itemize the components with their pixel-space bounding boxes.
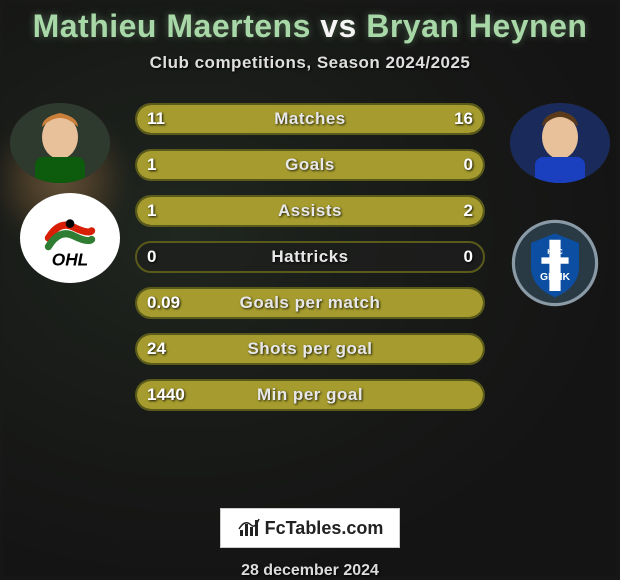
stat-row: Goals1 0 (135, 149, 485, 181)
stat-label: Shots per goal (137, 335, 483, 363)
stat-value-right: 0 (464, 243, 473, 271)
page-title: Mathieu Maertens vs Bryan Heynen (33, 8, 588, 45)
stat-label: Assists (137, 197, 483, 225)
stat-value-left: 0 (147, 243, 156, 271)
stat-label: Goals per match (137, 289, 483, 317)
svg-text:OHL: OHL (52, 249, 88, 269)
stat-label: Goals (137, 151, 483, 179)
comparison-area: OHL KRC GENK Matches1116Goals10Assists12… (0, 93, 620, 168)
player1-club-badge: OHL (20, 193, 120, 283)
fctables-logo: FcTables.com (220, 508, 400, 548)
player1-avatar (10, 103, 110, 183)
logo-text: FcTables.com (265, 518, 384, 539)
stat-row: Matches11 16 (135, 103, 485, 135)
stat-value-left: 1 (147, 197, 156, 225)
vs-text: vs (320, 8, 357, 44)
stat-value-left: 1440 (147, 381, 185, 409)
stat-value-left: 11 (147, 105, 165, 133)
player2-club-badge: KRC GENK (500, 208, 610, 318)
stat-row: Min per goal1440 (135, 379, 485, 411)
player1-name: Mathieu Maertens (33, 8, 311, 44)
player2-name: Bryan Heynen (366, 8, 587, 44)
stat-value-left: 1 (147, 151, 156, 179)
content-wrapper: Mathieu Maertens vs Bryan Heynen Club co… (0, 0, 620, 580)
stat-value-left: 0.09 (147, 289, 180, 317)
stat-row: Assists1 2 (135, 195, 485, 227)
stat-label: Matches (137, 105, 483, 133)
stat-label: Hattricks (137, 243, 483, 271)
svg-text:GENK: GENK (540, 272, 571, 283)
stat-row: Hattricks0 0 (135, 241, 485, 273)
stat-value-right: 16 (454, 105, 473, 133)
stat-label: Min per goal (137, 381, 483, 409)
stat-row: Goals per match0.09 (135, 287, 485, 319)
chart-icon (237, 516, 261, 540)
stat-value-right: 2 (464, 197, 473, 225)
stat-value-right: 0 (464, 151, 473, 179)
stat-row: Shots per goal24 (135, 333, 485, 365)
player2-avatar (510, 103, 610, 183)
comparison-bars: Matches1116Goals10Assists12Hattricks00Go… (135, 103, 485, 425)
svg-text:KRC: KRC (547, 247, 563, 256)
stat-value-left: 24 (147, 335, 166, 363)
date-text: 28 december 2024 (241, 562, 379, 580)
subtitle: Club competitions, Season 2024/2025 (150, 53, 471, 73)
